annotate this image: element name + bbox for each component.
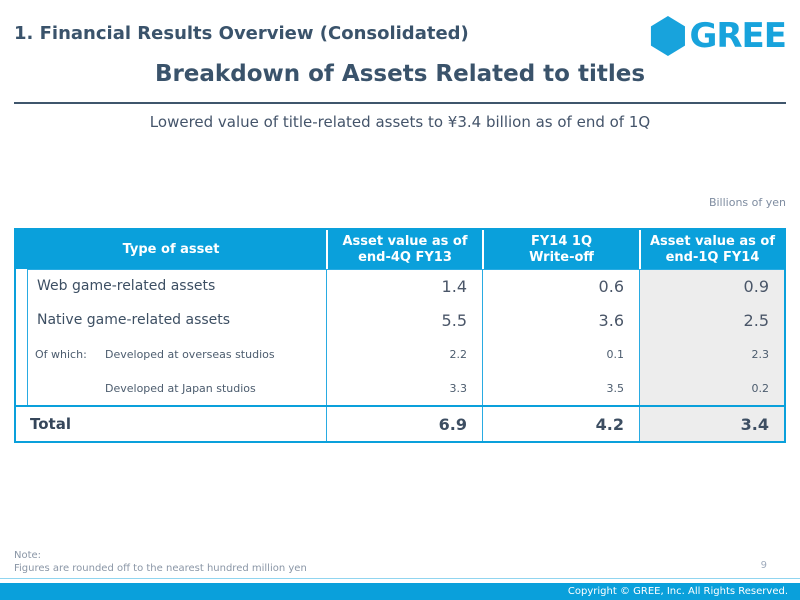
page-number: 9 bbox=[760, 560, 767, 571]
row-label: Web game-related assets bbox=[37, 278, 216, 294]
row-value: 0.1 bbox=[482, 337, 639, 371]
logo-wordmark: GREE bbox=[689, 16, 787, 56]
row-value: 3.5 bbox=[482, 371, 639, 405]
footnote: Note: Figures are rounded off to the nea… bbox=[14, 549, 307, 575]
row-value: 3.6 bbox=[482, 303, 639, 337]
table-header-row: Type of asset Asset value as of end-4Q F… bbox=[16, 230, 784, 269]
column-header-asset-value-4q-fy13: Asset value as of end-4Q FY13 bbox=[326, 230, 482, 269]
subtitle: Lowered value of title-related assets to… bbox=[149, 113, 651, 131]
row-label: Of which: Developed at overseas studios bbox=[35, 347, 275, 361]
row-label: Developed at Japan studios bbox=[105, 381, 256, 395]
row-value: 5.5 bbox=[326, 303, 482, 337]
row-value: 3.3 bbox=[326, 371, 482, 405]
table-row: Web game-related assets 1.4 0.6 0.9 bbox=[16, 269, 784, 303]
table-row-sub: Developed at Japan studios 3.3 3.5 0.2 bbox=[16, 371, 784, 405]
row-label-prefix: Of which: bbox=[35, 347, 87, 361]
asset-breakdown-table: Type of asset Asset value as of end-4Q F… bbox=[14, 228, 786, 443]
page-title: Breakdown of Assets Related to titles bbox=[154, 61, 646, 87]
footnote-label: Note: bbox=[14, 550, 42, 561]
row-label: Native game-related assets bbox=[37, 312, 231, 328]
total-label: Total bbox=[30, 415, 71, 433]
copyright-bar: Copyright © GREE, Inc. All Rights Reserv… bbox=[0, 583, 800, 600]
column-header-type-of-asset: Type of asset bbox=[122, 241, 220, 257]
row-value: 0.6 bbox=[482, 269, 639, 303]
column-header-fy14-1q-write-off: FY14 1Q Write-off bbox=[482, 230, 639, 269]
title-underline bbox=[14, 102, 786, 104]
footnote-text: Figures are rounded off to the nearest h… bbox=[14, 563, 307, 574]
footer-divider bbox=[0, 578, 800, 579]
table-row: Native game-related assets 5.5 3.6 2.5 bbox=[16, 303, 784, 337]
column-header-asset-value-1q-fy14: Asset value as of end-1Q FY14 bbox=[639, 230, 784, 269]
row-value: 2.2 bbox=[326, 337, 482, 371]
table-row-sub: Of which: Developed at overseas studios … bbox=[16, 337, 784, 371]
row-value: 2.5 bbox=[639, 303, 784, 337]
row-value: 2.3 bbox=[639, 337, 784, 371]
table-total-row: Total 6.9 4.2 3.4 bbox=[16, 405, 784, 441]
row-value: 0.2 bbox=[639, 371, 784, 405]
row-value: 1.4 bbox=[326, 269, 482, 303]
total-value: 4.2 bbox=[482, 407, 639, 441]
gree-logo: GREE bbox=[649, 16, 787, 56]
total-value: 3.4 bbox=[639, 407, 784, 441]
row-value: 0.9 bbox=[639, 269, 784, 303]
hexagon-icon bbox=[650, 16, 685, 56]
unit-label: Billions of yen bbox=[708, 196, 786, 209]
section-title: 1. Financial Results Overview (Consolida… bbox=[14, 23, 469, 44]
total-value: 6.9 bbox=[326, 407, 482, 441]
